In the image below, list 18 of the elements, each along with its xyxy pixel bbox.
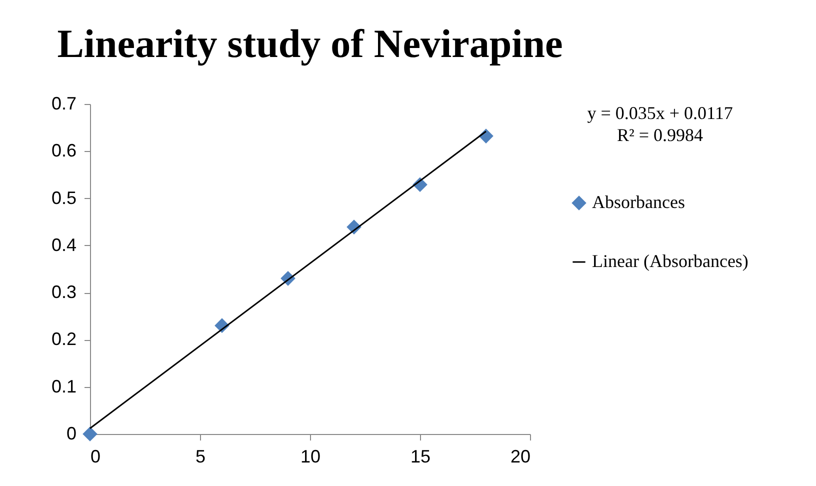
y-tick-label: 0 xyxy=(66,424,76,444)
x-tick-label: 5 xyxy=(195,446,206,466)
y-tick-label: 0.3 xyxy=(51,282,76,302)
y-tick-label: 0.6 xyxy=(51,140,76,161)
y-tick-label: 0.1 xyxy=(51,376,76,396)
text: R² = 0.9984 xyxy=(616,125,704,145)
legend-label: Linear (Absorbances) xyxy=(592,251,748,271)
y-tick-label: 0.5 xyxy=(51,188,76,208)
x-tick-label: 10 xyxy=(300,446,321,466)
text: y = 0.035x + 0.0117 xyxy=(587,103,733,123)
y-tick-label: 0.7 xyxy=(51,94,76,114)
y-tick-label: 0.4 xyxy=(51,234,76,255)
chart-title: Linearity study of Nevirapine xyxy=(57,21,563,66)
x-tick-label: 15 xyxy=(410,446,431,466)
legend-label: Absorbances xyxy=(592,192,685,212)
x-tick-label: 0 xyxy=(90,446,101,466)
y-tick-label: 0.2 xyxy=(51,329,76,350)
x-tick-label: 20 xyxy=(510,446,530,466)
